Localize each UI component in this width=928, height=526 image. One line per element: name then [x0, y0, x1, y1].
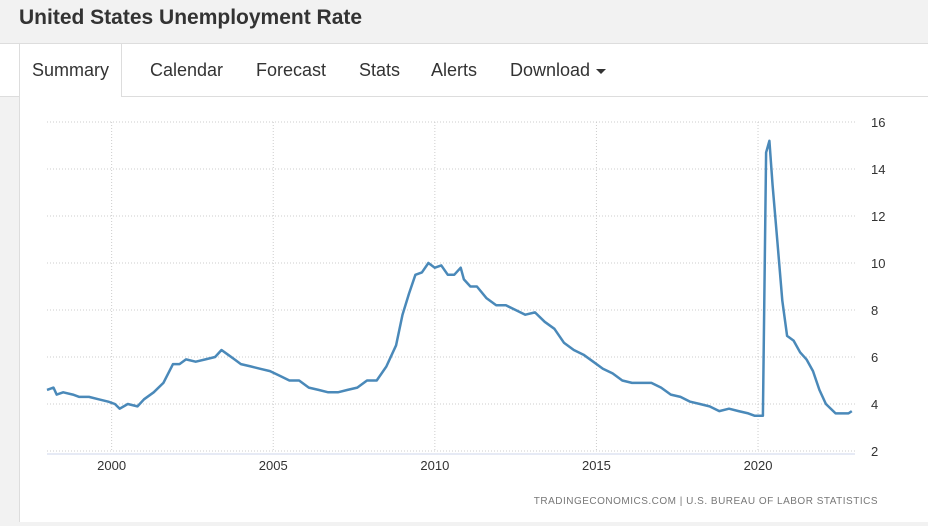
tab-summary[interactable]: Summary [19, 44, 123, 99]
tab-alerts[interactable]: Alerts [431, 44, 477, 97]
y-tick-label: 14 [871, 162, 885, 177]
x-tick-label: 2020 [744, 458, 773, 473]
x-axis-ticks: 2000 2005 2010 2015 2020 [97, 458, 772, 473]
y-axis-ticks: 2 4 6 8 10 12 14 16 [871, 115, 885, 459]
y-tick-label: 8 [871, 303, 878, 318]
x-tick-label: 2010 [420, 458, 449, 473]
tab-summary-label: Summary [32, 60, 110, 80]
y-tick-label: 10 [871, 256, 885, 271]
tab-nav: Summary Calendar Forecast Stats Alerts D… [0, 43, 928, 99]
series-group [46, 139, 853, 418]
page-title: United States Unemployment Rate [19, 6, 363, 29]
caret-down-icon [596, 68, 607, 74]
tab-forecast-label: Forecast [256, 60, 327, 80]
tab-download-label: Download [510, 60, 591, 80]
x-tick-label: 2000 [97, 458, 126, 473]
x-tick-label: 2005 [259, 458, 288, 473]
tab-download[interactable]: Download [510, 44, 607, 97]
tab-stats[interactable]: Stats [359, 44, 400, 97]
tab-stats-label: Stats [359, 60, 401, 80]
x-tick-label: 2015 [582, 458, 611, 473]
y-tick-label: 4 [871, 397, 878, 412]
tab-alerts-label: Alerts [431, 60, 478, 80]
y-tick-label: 2 [871, 444, 878, 459]
source-credit: TRADINGECONOMICS.COM | U.S. BUREAU OF LA… [533, 496, 878, 507]
y-tick-label: 6 [871, 350, 878, 365]
tab-forecast[interactable]: Forecast [256, 44, 326, 97]
tab-calendar[interactable]: Calendar [150, 44, 223, 97]
grid-lines [47, 121, 855, 455]
series-line-unemployment [46, 139, 853, 418]
y-tick-label: 12 [871, 209, 885, 224]
title-bar: United States Unemployment Rate [0, 0, 928, 43]
y-tick-label: 16 [871, 115, 885, 130]
tab-calendar-label: Calendar [150, 60, 224, 80]
